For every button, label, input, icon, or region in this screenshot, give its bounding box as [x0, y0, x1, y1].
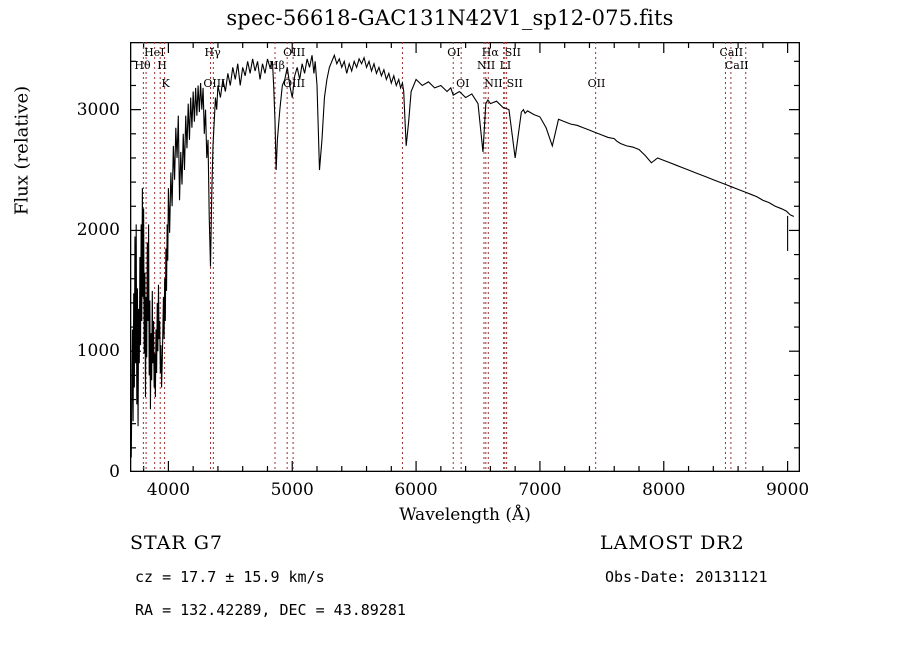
spectral-line-label: OIII: [203, 77, 226, 90]
page-title: spec-56618-GAC131N42V1_sp12-075.fits: [226, 6, 674, 30]
spectral-line-label: Hγ: [204, 46, 221, 59]
spectral-line-label: OIII: [283, 77, 306, 90]
spectral-line-label: OII: [587, 77, 606, 90]
line-markers: [142, 42, 747, 472]
spectral-line-label: CaII: [724, 59, 749, 72]
spectral-line-label: Hβ: [269, 59, 285, 72]
y-tick-label: 2000: [76, 220, 120, 241]
spectral-line-label: HeI: [144, 46, 165, 59]
coordinates-text: RA = 132.42289, DEC = 43.89281: [135, 601, 406, 619]
x-tick-label: 7000: [518, 480, 562, 500]
redshift-text: cz = 17.7 ± 15.9 km/s: [135, 568, 325, 586]
y-tick-label: 0: [109, 462, 120, 482]
y-ticks: [130, 60, 800, 472]
spectral-line-label: H: [157, 59, 167, 72]
spectral-line-label: OIII: [283, 46, 306, 59]
y-tick-label: 1000: [76, 341, 120, 362]
x-tick-label: 6000: [394, 480, 438, 500]
plot-frame: [130, 42, 800, 472]
x-tick-label: 5000: [270, 480, 314, 500]
spectral-line-label: OI: [456, 77, 470, 90]
object-class: STAR G7: [130, 532, 223, 554]
spectral-line-label: SII: [504, 46, 521, 59]
spectral-line-label: CaII: [719, 46, 744, 59]
spectral-line-label: Hθ: [134, 59, 151, 72]
x-tick-label: 9000: [765, 480, 810, 500]
spectrum-chart: [130, 42, 800, 472]
spectral-line-label: NII: [484, 77, 503, 90]
spectrum-curve: [130, 53, 795, 458]
obs-date-text: Obs-Date: 20131121: [605, 568, 768, 586]
x-axis-label: Wavelength (Å): [399, 505, 531, 525]
spectral-line-label: NII: [476, 59, 496, 72]
survey-name: LAMOST DR2: [600, 532, 745, 554]
spectral-line-label: LI: [499, 59, 512, 72]
spectral-line-label: OI: [447, 46, 461, 59]
x-ticks: [143, 42, 789, 472]
y-axis-label: Flux (relative): [11, 85, 33, 216]
x-tick-label: 8000: [642, 480, 686, 500]
spectral-line-label: Hα: [481, 46, 499, 59]
y-tick-label: 3000: [76, 99, 120, 120]
plot-area: [130, 42, 800, 472]
spectral-line-label: K: [161, 77, 170, 90]
spectral-line-label: SII: [506, 77, 523, 90]
x-tick-label: 4000: [146, 480, 191, 500]
